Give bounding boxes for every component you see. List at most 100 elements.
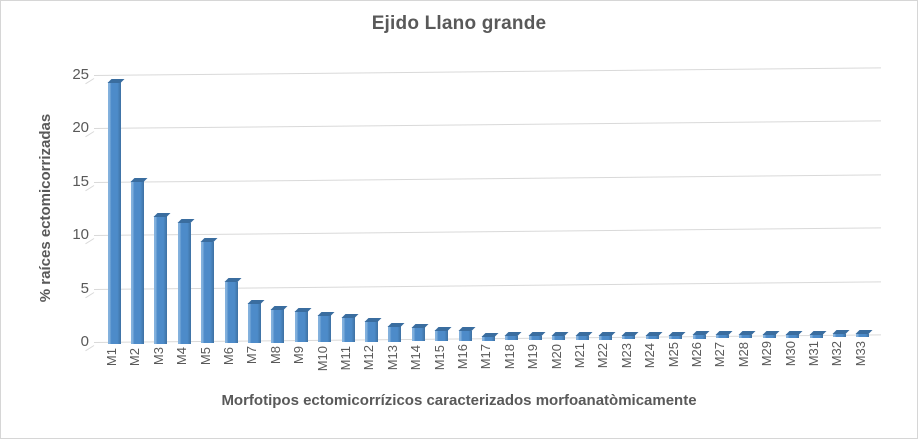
x-tick-label: M7 — [244, 346, 260, 365]
bar-top-face — [762, 330, 780, 335]
bar[interactable] — [130, 181, 144, 345]
x-tick-label: M23 — [618, 342, 634, 369]
x-tick-label: M13 — [384, 345, 400, 371]
bar[interactable] — [809, 334, 823, 338]
gridline — [93, 67, 881, 76]
x-tick-label: M31 — [806, 341, 821, 367]
bar[interactable] — [739, 334, 753, 339]
gridline — [93, 227, 881, 237]
bar-top-face — [645, 331, 663, 336]
bar-top-face — [201, 238, 218, 242]
bar[interactable] — [201, 241, 215, 344]
bar-top-face — [528, 332, 546, 336]
bar[interactable] — [481, 336, 495, 341]
x-tick-label: M14 — [408, 344, 424, 371]
x-axis-title: Morfotipos ectomicorrízicos caracterizad… — [221, 392, 697, 409]
bar-top-face — [809, 330, 826, 335]
bar[interactable] — [364, 321, 378, 342]
bar-top-face — [247, 299, 265, 304]
bar[interactable] — [715, 334, 729, 339]
x-tick-label: M25 — [665, 342, 681, 368]
bar[interactable] — [786, 334, 800, 338]
bar-top-face — [458, 327, 475, 331]
bar-top-face — [224, 278, 241, 282]
bar-top-face — [669, 331, 686, 336]
x-tick-label: M26 — [689, 342, 704, 368]
bar-top-face — [107, 78, 124, 83]
x-tick-label: M9 — [291, 345, 307, 365]
y-tick-label: 25 — [72, 66, 89, 83]
bar-top-face — [552, 332, 569, 336]
bar-top-face — [575, 332, 592, 336]
x-tick-label: M19 — [525, 343, 541, 370]
x-tick-label: M33 — [852, 340, 868, 366]
bar[interactable] — [271, 309, 285, 343]
bar-top-face — [341, 313, 358, 318]
bar[interactable] — [762, 334, 776, 338]
bar-top-face — [154, 212, 171, 217]
bar-top-face — [692, 331, 709, 335]
bar[interactable] — [598, 335, 612, 340]
bar-top-face — [622, 331, 639, 336]
gridline — [93, 120, 881, 130]
bar-top-face — [294, 307, 312, 312]
x-tick-label: M8 — [267, 346, 283, 365]
bar[interactable] — [341, 317, 355, 343]
bar-top-face — [598, 331, 616, 336]
x-tick-label: M16 — [455, 344, 470, 370]
bar[interactable] — [224, 281, 238, 344]
bar[interactable] — [645, 335, 659, 340]
bar[interactable] — [411, 327, 425, 342]
bar[interactable] — [832, 333, 846, 338]
bar[interactable] — [107, 82, 121, 345]
x-tick-label: M2 — [127, 347, 143, 366]
bar[interactable] — [247, 303, 261, 343]
gridline — [93, 174, 881, 183]
bar-top-face — [388, 322, 405, 327]
bar-top-face — [786, 330, 803, 335]
bar-top-face — [318, 311, 335, 316]
bar-top-face — [505, 332, 522, 336]
bar-top-face — [715, 331, 733, 335]
bar[interactable] — [505, 335, 519, 341]
bar[interactable] — [294, 311, 308, 343]
bar[interactable] — [856, 333, 870, 338]
y-tick-label: 15 — [72, 172, 89, 190]
x-tick-label: M4 — [174, 347, 190, 366]
bar[interactable] — [692, 334, 706, 339]
y-tick-label: 0 — [80, 333, 89, 350]
x-tick-label: M29 — [759, 341, 775, 367]
bar[interactable] — [388, 326, 402, 342]
x-tick-label: M32 — [829, 340, 845, 367]
bar[interactable] — [528, 335, 542, 341]
x-tick-label: M21 — [572, 343, 587, 369]
x-tick-label: M27 — [712, 341, 728, 368]
bar[interactable] — [435, 330, 449, 342]
bar[interactable] — [552, 335, 566, 340]
x-tick-label: M12 — [361, 345, 377, 371]
x-tick-label: M15 — [431, 344, 447, 370]
bar-top-face — [739, 331, 756, 335]
x-tick-label: M5 — [197, 346, 213, 365]
x-tick-label: M24 — [642, 342, 658, 368]
x-tick-label: M11 — [338, 345, 353, 370]
x-tick-label: M18 — [501, 343, 517, 370]
y-tick-label: 10 — [72, 226, 89, 244]
bar[interactable] — [575, 335, 589, 340]
bar-top-face — [411, 323, 429, 328]
bar[interactable] — [318, 315, 332, 343]
x-tick-label: M6 — [221, 346, 236, 365]
bar-top-face — [271, 305, 288, 310]
y-tick-label: 20 — [72, 119, 89, 137]
x-tick-label: M17 — [478, 344, 494, 370]
bar[interactable] — [622, 335, 636, 340]
bar-top-face — [435, 326, 452, 331]
bar[interactable] — [154, 216, 168, 344]
bar[interactable] — [458, 330, 472, 341]
bar[interactable] — [669, 335, 683, 339]
bar[interactable] — [177, 222, 191, 344]
chart-title: Ejido Llano grande — [371, 13, 547, 34]
bar-top-face — [177, 219, 195, 223]
x-tick-label: M1 — [104, 347, 119, 366]
